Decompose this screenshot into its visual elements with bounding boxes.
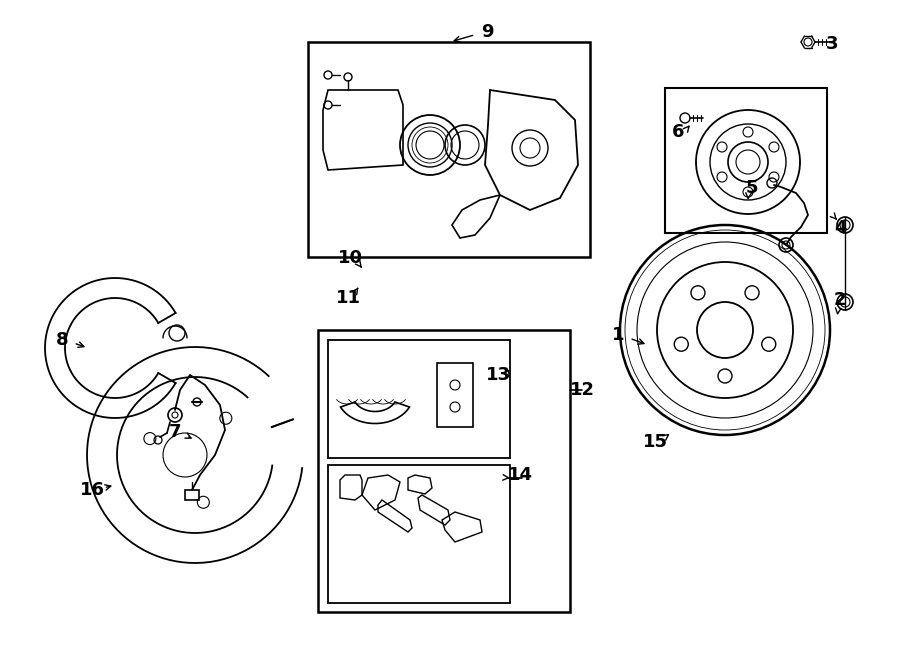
Bar: [328, 340, 510, 458]
Text: 5: 5: [746, 179, 758, 197]
Text: 14: 14: [508, 466, 533, 484]
Text: 1: 1: [612, 326, 625, 344]
Text: 3: 3: [826, 35, 838, 53]
Bar: [185, 490, 199, 500]
Text: 2: 2: [833, 291, 846, 309]
Text: 16: 16: [79, 481, 104, 499]
Text: 7: 7: [169, 423, 181, 441]
Text: 10: 10: [338, 249, 363, 267]
Bar: [328, 465, 510, 603]
Text: 15: 15: [643, 433, 668, 451]
Bar: [665, 88, 827, 233]
Text: 11: 11: [336, 289, 361, 307]
Bar: [318, 330, 570, 612]
Text: 8: 8: [56, 331, 68, 349]
Text: 9: 9: [481, 23, 493, 41]
Text: 6: 6: [671, 123, 684, 141]
Bar: [308, 42, 590, 257]
Text: 4: 4: [833, 219, 846, 237]
Text: 13: 13: [485, 366, 510, 384]
Text: 12: 12: [570, 381, 595, 399]
